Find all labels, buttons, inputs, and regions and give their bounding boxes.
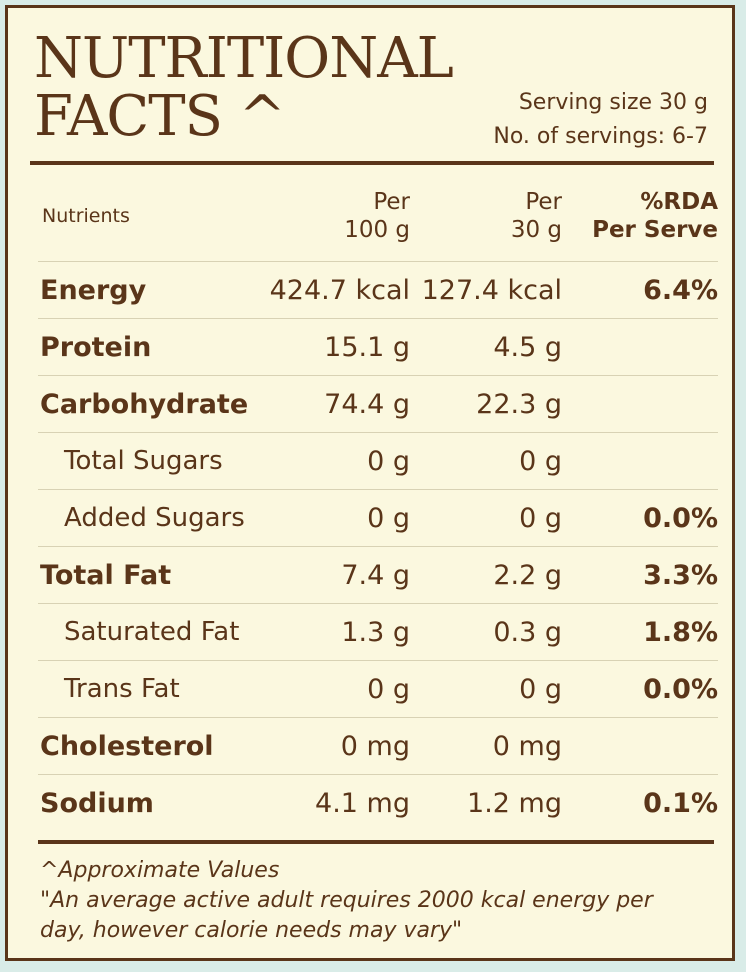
- table-header: Nutrients Per 100 g Per 30 g %RDA Per Se…: [38, 171, 718, 262]
- value-rda: [562, 432, 718, 490]
- value-per-30g: 0 mg: [410, 717, 562, 775]
- value-per-100g: 0 g: [258, 489, 410, 547]
- value-per-100g: 4.1 mg: [258, 774, 410, 831]
- top-divider: [30, 161, 714, 165]
- nutrient-name: Cholesterol: [38, 717, 258, 775]
- value-rda: 3.3%: [562, 546, 718, 604]
- value-per-100g: 7.4 g: [258, 546, 410, 604]
- value-per-100g: 0 mg: [258, 717, 410, 775]
- value-per-30g: 1.2 mg: [410, 774, 562, 831]
- nutrient-name: Sodium: [38, 774, 258, 831]
- header-rda-line1: %RDA: [640, 189, 718, 215]
- table-row: Saturated Fat 1.3 g 0.3 g 1.8%: [38, 603, 718, 661]
- value-per-30g: 0 g: [410, 660, 562, 718]
- serving-info: Serving size 30 g No. of servings: 6-7: [493, 86, 708, 154]
- nutrient-name: Protein: [38, 318, 258, 376]
- serving-size: Serving size 30 g: [518, 90, 708, 115]
- header-rda: %RDA Per Serve: [562, 171, 718, 262]
- label-title: NUTRITIONAL FACTS ^: [34, 26, 454, 149]
- value-rda: 6.4%: [562, 261, 718, 319]
- nutrient-name: Trans Fat: [38, 660, 258, 718]
- nutrient-name: Energy: [38, 261, 258, 319]
- value-rda: 0.0%: [562, 489, 718, 547]
- table-row: Carbohydrate 74.4 g 22.3 g: [38, 375, 718, 433]
- nutrition-table: Nutrients Per 100 g Per 30 g %RDA Per Se…: [38, 171, 718, 831]
- value-per-100g: 0 g: [258, 660, 410, 718]
- bottom-divider: [38, 840, 714, 844]
- value-per-100g: 15.1 g: [258, 318, 410, 376]
- nutrition-label: NUTRITIONAL FACTS ^ Serving size 30 g No…: [5, 5, 735, 961]
- nutrient-name: Carbohydrate: [38, 375, 258, 433]
- value-rda: [562, 717, 718, 775]
- value-per-30g: 22.3 g: [410, 375, 562, 433]
- header-per-30g-line2: 30 g: [510, 217, 562, 243]
- nutrient-name: Saturated Fat: [38, 603, 258, 661]
- value-per-100g: 1.3 g: [258, 603, 410, 661]
- value-rda: 1.8%: [562, 603, 718, 661]
- header-per-100g: Per 100 g: [258, 171, 410, 262]
- value-rda: 0.0%: [562, 660, 718, 718]
- title-line-1: NUTRITIONAL: [34, 26, 454, 91]
- nutrient-name: Total Sugars: [38, 432, 258, 490]
- footnote-note-line2: day, however calorie needs may vary": [40, 918, 463, 943]
- value-per-30g: 2.2 g: [410, 546, 562, 604]
- header-per-30g: Per 30 g: [410, 171, 562, 262]
- value-per-30g: 0 g: [410, 432, 562, 490]
- nutrient-name: Added Sugars: [38, 489, 258, 547]
- value-per-30g: 0.3 g: [410, 603, 562, 661]
- value-per-100g: 0 g: [258, 432, 410, 490]
- value-per-100g: 74.4 g: [258, 375, 410, 433]
- header-rda-line2: Per Serve: [592, 217, 718, 243]
- value-per-30g: 127.4 kcal: [410, 261, 562, 319]
- table-row: Added Sugars 0 g 0 g 0.0%: [38, 489, 718, 547]
- footnote-approx: ^Approximate Values: [40, 858, 280, 883]
- value-per-100g: 424.7 kcal: [258, 261, 410, 319]
- header-per-100g-line1: Per: [373, 189, 410, 215]
- footnote-note-line1: "An average active adult requires 2000 k…: [40, 888, 653, 913]
- table-row: Energy 424.7 kcal 127.4 kcal 6.4%: [38, 261, 718, 319]
- header-nutrients: Nutrients: [42, 205, 130, 227]
- value-per-30g: 0 g: [410, 489, 562, 547]
- table-row: Total Sugars 0 g 0 g: [38, 432, 718, 490]
- value-rda: [562, 318, 718, 376]
- table-row: Trans Fat 0 g 0 g 0.0%: [38, 660, 718, 718]
- title-line-2: FACTS ^: [34, 84, 286, 149]
- header-per-30g-line1: Per: [525, 189, 562, 215]
- value-rda: 0.1%: [562, 774, 718, 831]
- value-per-30g: 4.5 g: [410, 318, 562, 376]
- table-row: Sodium 4.1 mg 1.2 mg 0.1%: [38, 774, 718, 831]
- header-per-100g-line2: 100 g: [344, 217, 410, 243]
- servings-count: No. of servings: 6-7: [493, 124, 708, 149]
- nutrient-name: Total Fat: [38, 546, 258, 604]
- table-row: Cholesterol 0 mg 0 mg: [38, 717, 718, 775]
- footnote: ^Approximate Values "An average active a…: [40, 856, 720, 946]
- value-rda: [562, 375, 718, 433]
- table-row: Total Fat 7.4 g 2.2 g 3.3%: [38, 546, 718, 604]
- table-row: Protein 15.1 g 4.5 g: [38, 318, 718, 376]
